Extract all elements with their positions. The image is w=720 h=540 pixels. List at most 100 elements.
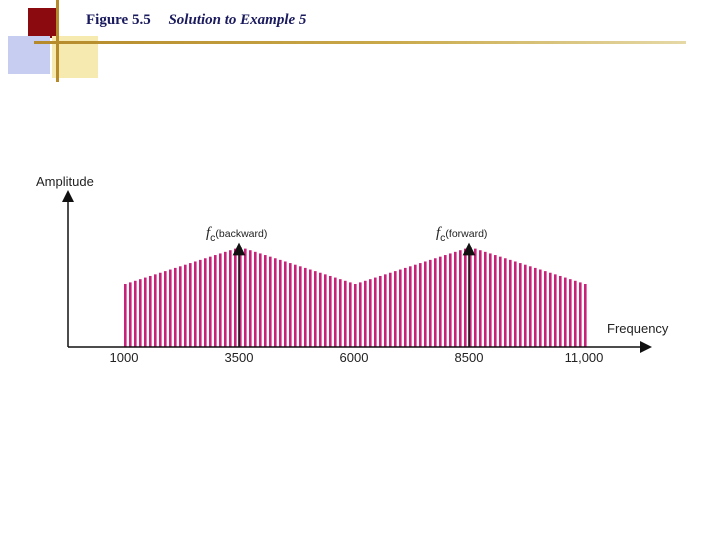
carrier-subscript: c: [440, 232, 445, 244]
figure-label: Figure 5.5: [86, 12, 151, 28]
spectrum-bar: [289, 263, 292, 347]
carrier-markers: fc(backward) fc(forward): [206, 225, 487, 347]
carrier-symbol: f: [206, 225, 212, 241]
spectrum-bar: [519, 263, 522, 347]
figure-caption: Solution to Example 5: [168, 12, 307, 28]
spectrum-bar: [414, 264, 417, 347]
spectrum-bar: [364, 280, 367, 347]
spectrum-bar: [484, 251, 487, 347]
spectrum-bar: [234, 248, 237, 347]
spectrum-bar: [264, 255, 267, 347]
spectrum-bar: [469, 247, 472, 347]
spectrum-bars: [124, 247, 587, 347]
spectrum-bar: [479, 250, 482, 347]
spectrum-bar: [204, 258, 207, 347]
spectrum-bar: [279, 259, 282, 347]
spectrum-bar: [249, 250, 252, 347]
spectrum-bar: [374, 277, 377, 347]
spectrum-bar: [389, 272, 392, 347]
spectrum-bar: [349, 282, 352, 347]
y-axis-label: Amplitude: [36, 174, 94, 189]
spectrum-bar: [524, 264, 527, 347]
spectrum-bar: [514, 261, 517, 347]
x-axis-label: Frequency: [607, 321, 669, 336]
spectrum-bar: [329, 275, 332, 347]
x-tick-label: 6000: [340, 350, 369, 365]
spectrum-bar: [429, 259, 432, 347]
spectrum-bar: [269, 256, 272, 347]
spectrum-bar: [124, 284, 127, 347]
spectrum-bar: [299, 266, 302, 347]
spectrum-bar: [559, 275, 562, 347]
decor-red-square: [28, 8, 58, 38]
spectrum-bar: [324, 274, 327, 347]
x-tick-label: 1000: [110, 350, 139, 365]
spectrum-bar: [474, 248, 477, 347]
spectrum-bar: [534, 267, 537, 347]
spectrum-bar: [259, 253, 262, 347]
carrier-forward: fc(forward): [436, 225, 487, 347]
spectrum-bar: [359, 282, 362, 347]
spectrum-bar: [369, 279, 372, 347]
decor-horizontal-line: [34, 41, 686, 44]
spectrum-bar: [294, 264, 297, 347]
spectrum-bar: [529, 266, 532, 347]
spectrum-bar: [244, 248, 247, 347]
spectrum-bar: [379, 275, 382, 347]
spectrum-bar: [224, 251, 227, 347]
spectrum-bar: [334, 277, 337, 347]
spectrum-bar: [174, 267, 177, 347]
spectrum-bar: [209, 256, 212, 347]
spectrum-bar: [384, 274, 387, 347]
spectrum-bar: [219, 253, 222, 347]
spectrum-bar: [409, 266, 412, 347]
spectrum-bar: [569, 279, 572, 347]
spectrum-bar: [494, 255, 497, 347]
spectrum-bar: [304, 267, 307, 347]
spectrum-bar: [499, 256, 502, 347]
spectrum-bar: [454, 251, 457, 347]
spectrum-bar: [564, 277, 567, 347]
spectrum-bar: [309, 269, 312, 347]
spectrum-bar: [159, 272, 162, 347]
x-tick-labels: 1000 3500 6000 8500 11,000: [110, 350, 604, 365]
spectrum-bar: [344, 280, 347, 347]
spectrum-bar: [394, 271, 397, 347]
spectrum-bar: [489, 253, 492, 347]
spectrum-bar: [419, 263, 422, 347]
carrier-symbol: f: [436, 225, 442, 241]
spectrum-bar: [169, 269, 172, 347]
spectrum-bar: [504, 258, 507, 347]
spectrum-bar: [339, 279, 342, 347]
carrier-subscript: c: [210, 232, 215, 244]
spectrum-bar: [254, 251, 257, 347]
spectrum-bar: [574, 280, 577, 347]
spectrum-bar: [194, 261, 197, 347]
spectrum-bar: [134, 280, 137, 347]
carrier-label: fc(forward): [436, 225, 487, 244]
spectrum-bar: [539, 269, 542, 347]
spectrum-bar: [129, 282, 132, 347]
spectrum-bar: [354, 284, 357, 347]
spectrum-bar: [584, 284, 587, 347]
spectrum-bar: [239, 247, 242, 347]
carrier-note: (backward): [215, 228, 267, 240]
spectrum-bar: [284, 261, 287, 347]
spectrum-bar: [274, 258, 277, 347]
spectrum-bar: [139, 279, 142, 347]
spectrum-bar: [509, 259, 512, 347]
spectrum-bar: [154, 274, 157, 347]
spectrum-bar: [229, 250, 232, 347]
spectrum-bar: [199, 259, 202, 347]
x-tick-label: 8500: [455, 350, 484, 365]
spectrum-bar: [459, 250, 462, 347]
spectrum-bar: [144, 277, 147, 347]
carrier-note: (forward): [445, 228, 487, 240]
spectrum-bar: [314, 271, 317, 347]
spectrum-bar: [464, 248, 467, 347]
spectrum-bar: [149, 275, 152, 347]
carrier-label: fc(backward): [206, 225, 267, 244]
spectrum-bar: [544, 271, 547, 347]
spectrum-bar: [404, 267, 407, 347]
